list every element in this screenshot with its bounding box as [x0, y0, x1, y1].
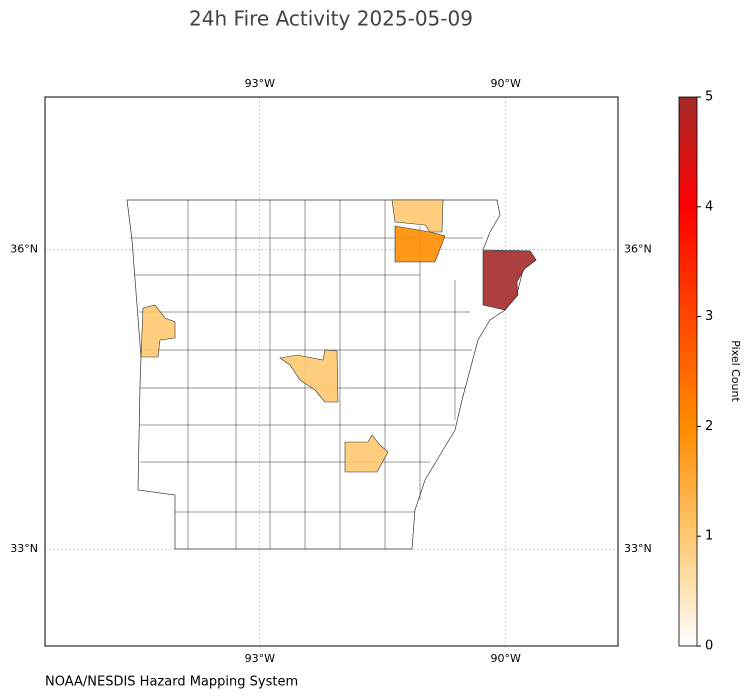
graticule — [45, 97, 618, 646]
lat-tick-label: 33°N — [624, 542, 652, 555]
colorbar-tick-label: 1 — [705, 529, 713, 544]
colorbar — [678, 96, 698, 647]
map-title: 24h Fire Activity 2025-05-09 — [189, 7, 473, 31]
lat-tick-label: 36°N — [10, 243, 38, 256]
colorbar-tick-label: 5 — [705, 90, 713, 105]
source-note: NOAA/NESDIS Hazard Mapping System — [45, 675, 298, 690]
lon-tick-label: 93°W — [245, 652, 275, 665]
fire-counties — [140, 199, 537, 473]
lon-tick-label: 90°W — [491, 77, 521, 90]
fire-county — [482, 250, 537, 311]
lon-tick-label: 90°W — [491, 652, 521, 665]
lat-tick-label: 36°N — [624, 243, 652, 256]
colorbar-tick-label: 3 — [705, 309, 713, 324]
lat-tick-label: 33°N — [10, 542, 38, 555]
fire-county — [140, 304, 176, 358]
map-frame — [44, 96, 619, 647]
lon-tick-label: 93°W — [245, 77, 275, 90]
fire-county — [344, 434, 389, 473]
state-outline — [126, 199, 537, 550]
colorbar-tick-label: 0 — [705, 639, 713, 654]
fire-county — [394, 225, 446, 263]
colorbar-tick-label: 4 — [705, 199, 713, 214]
fire-county — [279, 349, 339, 403]
colorbar-label: Pixel Count — [729, 340, 742, 402]
county-lines — [130, 200, 483, 549]
colorbar-tick-label: 2 — [705, 419, 713, 434]
